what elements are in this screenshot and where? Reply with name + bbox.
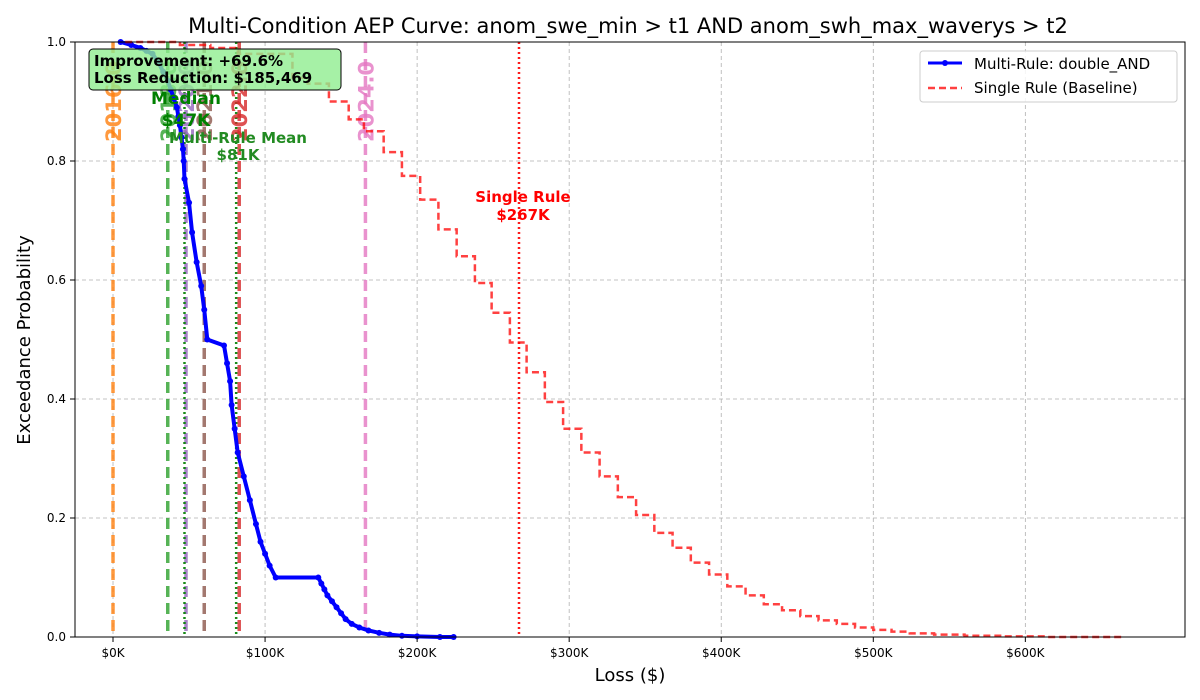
x-tick-label: $600K xyxy=(1006,646,1046,660)
x-tick-label: $500K xyxy=(854,646,894,660)
legend-marker-multi-rule xyxy=(942,60,948,66)
series-lines xyxy=(117,39,1122,640)
x-tick-label: $100K xyxy=(246,646,286,660)
series-point-multi-rule xyxy=(321,586,328,593)
chart-title: Multi-Condition AEP Curve: anom_swe_min … xyxy=(188,14,1068,39)
series-point-multi-rule xyxy=(231,425,238,432)
median-annotation-title: Median xyxy=(151,89,221,109)
series-point-multi-rule xyxy=(186,199,193,206)
median-annotation: Median $47K xyxy=(151,89,221,131)
series-point-multi-rule xyxy=(170,95,177,102)
series-point-multi-rule xyxy=(324,592,331,599)
y-tick-label: 1.0 xyxy=(47,35,66,49)
year-label: 2024.0 xyxy=(354,61,378,142)
single-rule-annotation: Single Rule $267K xyxy=(475,188,570,224)
series-point-multi-rule xyxy=(246,497,253,504)
x-tick-label: $200K xyxy=(398,646,438,660)
series-point-multi-rule xyxy=(356,624,363,631)
vertical-reference-lines xyxy=(111,42,521,637)
series-point-multi-rule xyxy=(221,342,228,349)
series-point-multi-rule xyxy=(189,229,196,236)
multi-rule-mean-title: Multi-Rule Mean xyxy=(169,129,307,147)
y-tick-label: 0.6 xyxy=(47,273,66,287)
single-rule-value: $267K xyxy=(496,206,551,224)
x-tick-label: $400K xyxy=(702,646,742,660)
multi-rule-mean-value: $81K xyxy=(217,146,261,164)
median-annotation-value: $47K xyxy=(162,111,211,131)
series-point-multi-rule xyxy=(257,538,264,545)
series-point-multi-rule xyxy=(348,620,355,627)
info-box: Improvement: +69.6% Loss Reduction: $185… xyxy=(88,48,342,91)
single-rule-title: Single Rule xyxy=(475,188,570,206)
series-point-multi-rule xyxy=(224,360,231,367)
series-point-multi-rule xyxy=(252,520,259,527)
series-point-multi-rule xyxy=(173,104,180,111)
series-point-multi-rule xyxy=(128,41,135,48)
x-tick-label: $0K xyxy=(101,646,125,660)
y-tick-label: 0.8 xyxy=(47,154,66,168)
y-axis-label: Exceedance Probability xyxy=(14,235,35,445)
series-point-multi-rule xyxy=(204,336,211,343)
series-point-multi-rule xyxy=(176,122,183,129)
series-point-multi-rule xyxy=(376,629,383,636)
series-point-multi-rule xyxy=(179,146,186,153)
info-box-improvement: Improvement: +69.6% xyxy=(94,52,283,70)
legend-label-single-rule: Single Rule (Baseline) xyxy=(974,79,1138,97)
y-tick-label: 0.4 xyxy=(47,392,66,406)
series-point-multi-rule xyxy=(318,580,325,587)
y-tick-label: 0.0 xyxy=(47,630,66,644)
series-point-multi-rule xyxy=(180,158,187,164)
legend: Multi-Rule: double_AND Single Rule (Base… xyxy=(919,50,1178,103)
series-point-multi-rule xyxy=(227,378,234,385)
info-box-loss-reduction: Loss Reduction: $185,469 xyxy=(94,69,312,87)
info-box-background xyxy=(88,48,342,91)
series-point-multi-rule xyxy=(386,631,393,638)
series-point-multi-rule xyxy=(365,627,372,634)
series-point-multi-rule xyxy=(178,134,185,141)
series-point-multi-rule xyxy=(328,598,335,605)
series-point-multi-rule xyxy=(234,449,241,456)
series-point-multi-rule xyxy=(193,259,200,266)
series-point-multi-rule xyxy=(240,473,247,480)
series-point-multi-rule xyxy=(201,306,208,313)
series-point-multi-rule xyxy=(228,401,235,408)
plot-frame xyxy=(74,41,1186,638)
series-line-single-rule xyxy=(125,40,1122,639)
y-tick-label: 0.2 xyxy=(47,511,66,525)
series-point-multi-rule xyxy=(398,632,405,639)
series-point-multi-rule xyxy=(272,574,279,581)
series-point-multi-rule xyxy=(181,175,188,182)
series-point-multi-rule xyxy=(198,282,205,289)
x-tick-label: $300K xyxy=(550,646,590,660)
legend-frame xyxy=(919,50,1178,103)
axes: $0K $100K $200K $300K $400K $500K $600K 0.0 0.2 0… xyxy=(47,35,1046,660)
series-point-multi-rule xyxy=(262,550,269,557)
legend-label-multi-rule: Multi-Rule: double_AND xyxy=(974,55,1150,74)
series-point-multi-rule xyxy=(266,562,273,569)
series-point-multi-rule xyxy=(333,604,340,611)
series-point-multi-rule xyxy=(342,616,349,623)
x-axis-label: Loss ($) xyxy=(595,665,666,686)
series-point-multi-rule xyxy=(414,633,421,640)
series-point-multi-rule xyxy=(315,574,322,581)
multi-rule-mean-annotation: Multi-Rule Mean $81K xyxy=(169,129,307,164)
series-point-multi-rule xyxy=(338,610,345,617)
series-point-multi-rule xyxy=(175,113,182,120)
